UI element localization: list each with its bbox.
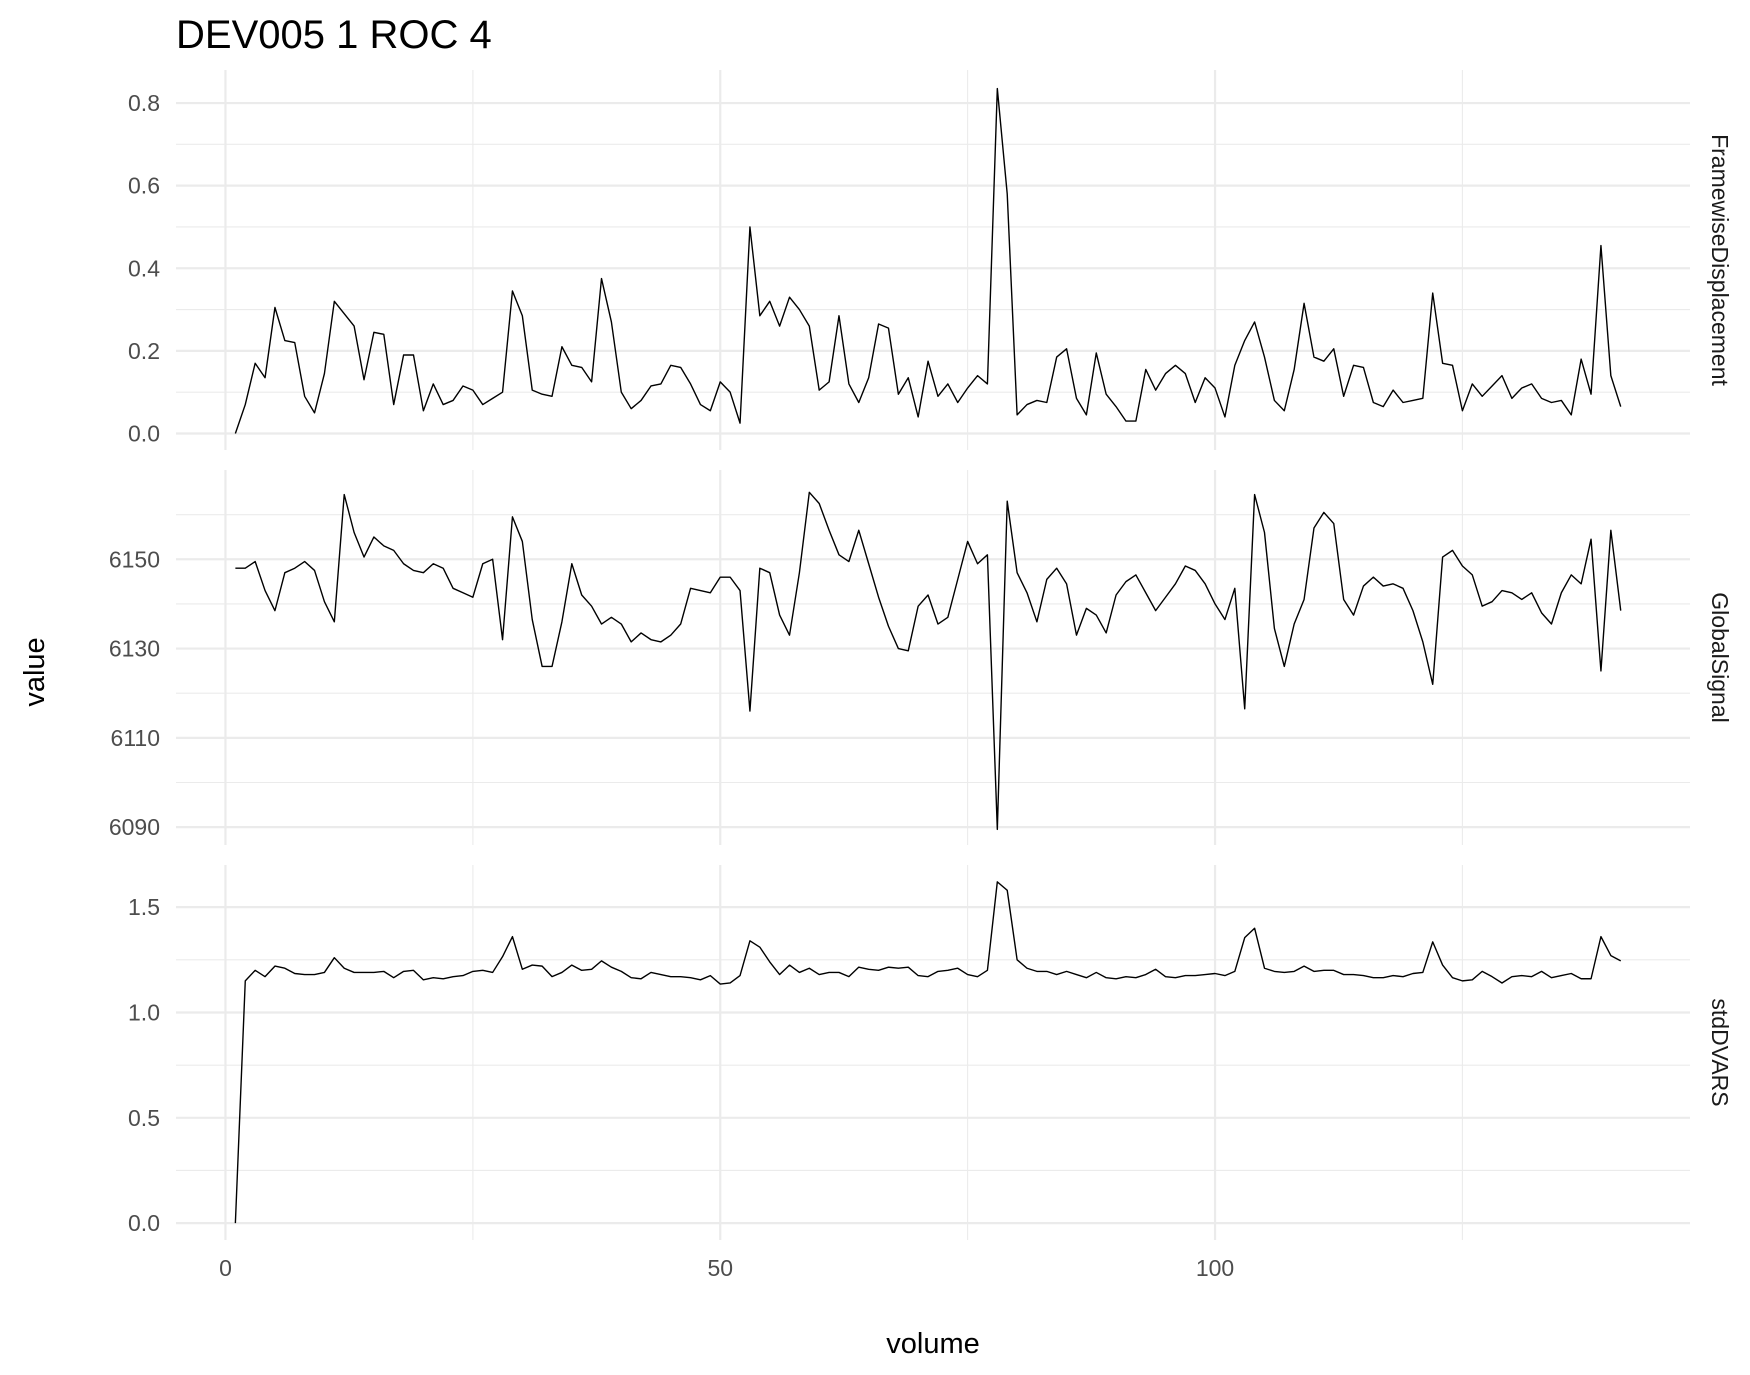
facet-strip-label: GlobalSignal [1707, 592, 1733, 722]
x-axis-title: volume [886, 1328, 980, 1360]
y-tick-label: 0.0 [128, 1210, 160, 1236]
y-tick-label: 0.4 [128, 255, 160, 281]
x-tick-label: 0 [219, 1255, 232, 1281]
facet-panel-1: 0.0 0.2 0.4 0.6 0.8 FramewiseDisplacement [128, 70, 1733, 450]
y-tick-label: 6110 [111, 725, 160, 751]
series-line-FramewiseDisplacement [234, 87, 1622, 434]
y-tick-label: 0.2 [128, 338, 160, 364]
facet-strip-label: stdDVARS [1707, 998, 1733, 1106]
x-tick-label: 50 [707, 1255, 733, 1281]
facet-panels: 0.0 0.2 0.4 0.6 0.8 FramewiseDisplacement 6090… [109, 70, 1733, 1281]
facet-panel-3: 0.0 0.5 1.0 1.5 stdDVARS 0 50 100 [128, 865, 1733, 1281]
y-tick-label: 1.0 [128, 999, 160, 1025]
facet-strip-label: FramewiseDisplacement [1707, 134, 1733, 386]
chart-title: DEV005 1 ROC 4 [176, 13, 492, 57]
y-tick-label: 0.8 [128, 90, 160, 116]
y-tick-label: 6150 [109, 546, 160, 572]
x-tick-label: 100 [1196, 1255, 1234, 1281]
y-tick-label: 0.5 [128, 1105, 160, 1131]
y-tick-label: 6090 [109, 814, 160, 840]
y-tick-label: 6130 [109, 636, 160, 662]
y-tick-label: 1.5 [128, 894, 160, 920]
series-line-stdDVARS [234, 881, 1622, 1224]
y-tick-label: 0.6 [128, 173, 160, 199]
y-tick-label: 0.0 [128, 420, 160, 446]
y-axis-title: value [19, 637, 51, 706]
series-line-GlobalSignal [235, 491, 1622, 831]
facet-panel-2: 6090 6110 6130 6150 GlobalSignal [109, 470, 1733, 845]
